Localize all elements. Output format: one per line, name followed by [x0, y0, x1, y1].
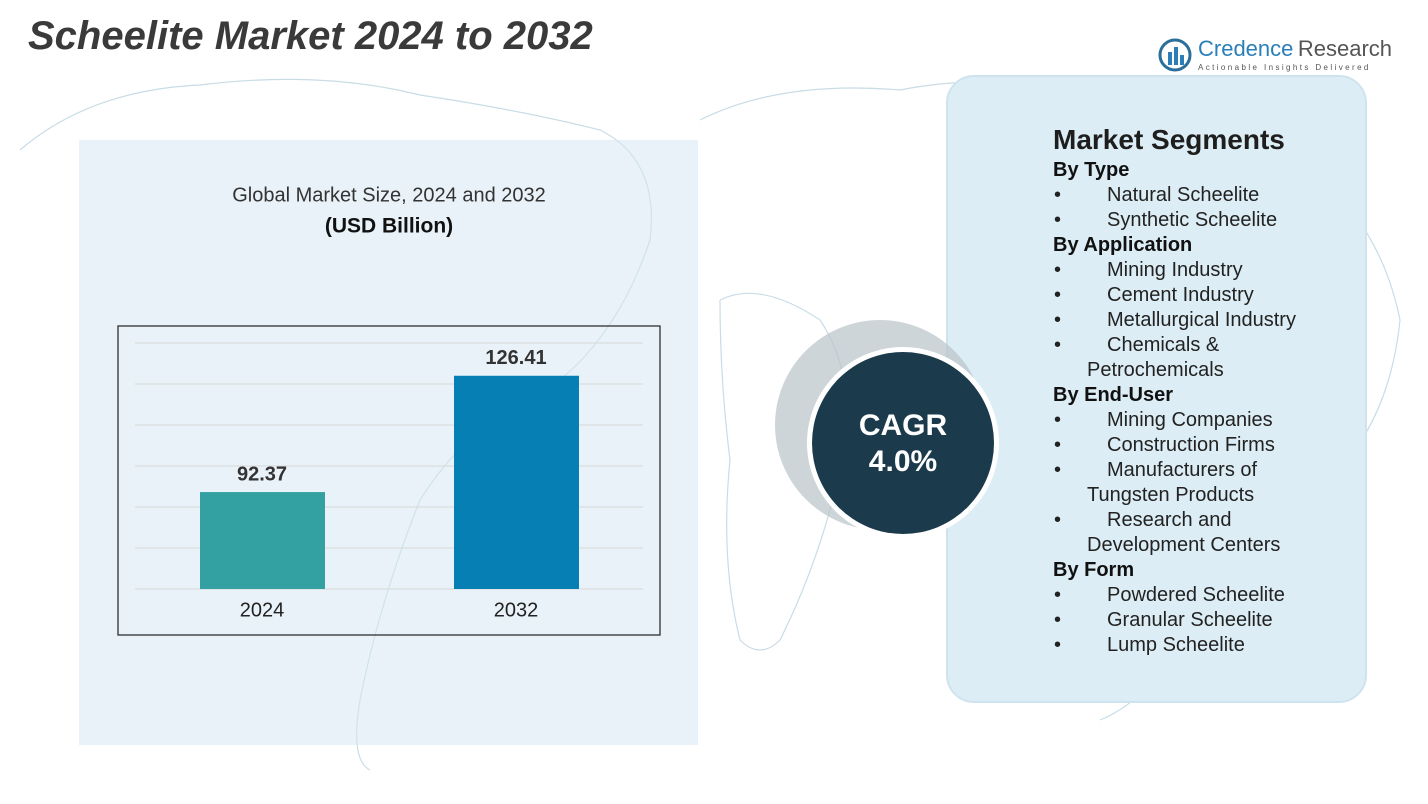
segments: Market Segments By TypeNatural Scheelite…	[1053, 124, 1343, 658]
x-tick-label: 2032	[494, 599, 539, 621]
logo-tagline: Actionable Insights Delivered	[1198, 63, 1371, 72]
cagr-value: 4.0%	[869, 445, 937, 478]
segment-group: By Form	[1053, 559, 1135, 581]
logo-brand: Credence	[1198, 36, 1294, 61]
segment-item: Manufacturers of Tungsten Products	[1054, 458, 1332, 508]
data-label: 92.37	[237, 463, 287, 485]
segment-item: Metallurgical Industry	[1054, 308, 1332, 333]
data-label: 126.41	[485, 347, 546, 369]
segment-item: Mining Companies	[1054, 408, 1332, 433]
logo-icon	[1158, 38, 1192, 72]
segment-item: Construction Firms	[1054, 433, 1332, 458]
segment-item: Natural Scheelite	[1054, 183, 1332, 208]
bar	[454, 375, 579, 589]
logo: Credence Research Actionable Insights De…	[1158, 36, 1392, 72]
segment-item: Mining Industry	[1054, 258, 1332, 283]
x-tick-label: 2024	[240, 599, 285, 621]
segment-item: Synthetic Scheelite	[1054, 208, 1332, 233]
chart-title: Global Market Size, 2024 and 2032	[232, 184, 546, 206]
segment-group: By End-User	[1053, 384, 1174, 406]
page-title: Scheelite Market 2024 to 2032	[28, 14, 593, 58]
segment-group: By Type	[1053, 159, 1130, 181]
bar	[200, 492, 325, 589]
segment-item: Lump Scheelite	[1054, 633, 1332, 658]
segment-item: Chemicals & Petrochemicals	[1054, 333, 1332, 383]
chart-subtitle: (USD Billion)	[325, 215, 453, 238]
segment-item: Cement Industry	[1054, 283, 1332, 308]
segment-item: Research and Development Centers	[1054, 508, 1332, 558]
cagr-label: CAGR	[859, 409, 948, 442]
logo-brand: Research	[1297, 36, 1392, 61]
segment-item: Granular Scheelite	[1054, 608, 1332, 633]
chart-panel	[79, 140, 698, 745]
segments-title: Market Segments	[1053, 124, 1285, 155]
cagr-circle	[812, 352, 994, 534]
segment-group: By Application	[1053, 234, 1193, 256]
segment-item: Powdered Scheelite	[1054, 583, 1332, 608]
chart-frame	[117, 325, 661, 636]
